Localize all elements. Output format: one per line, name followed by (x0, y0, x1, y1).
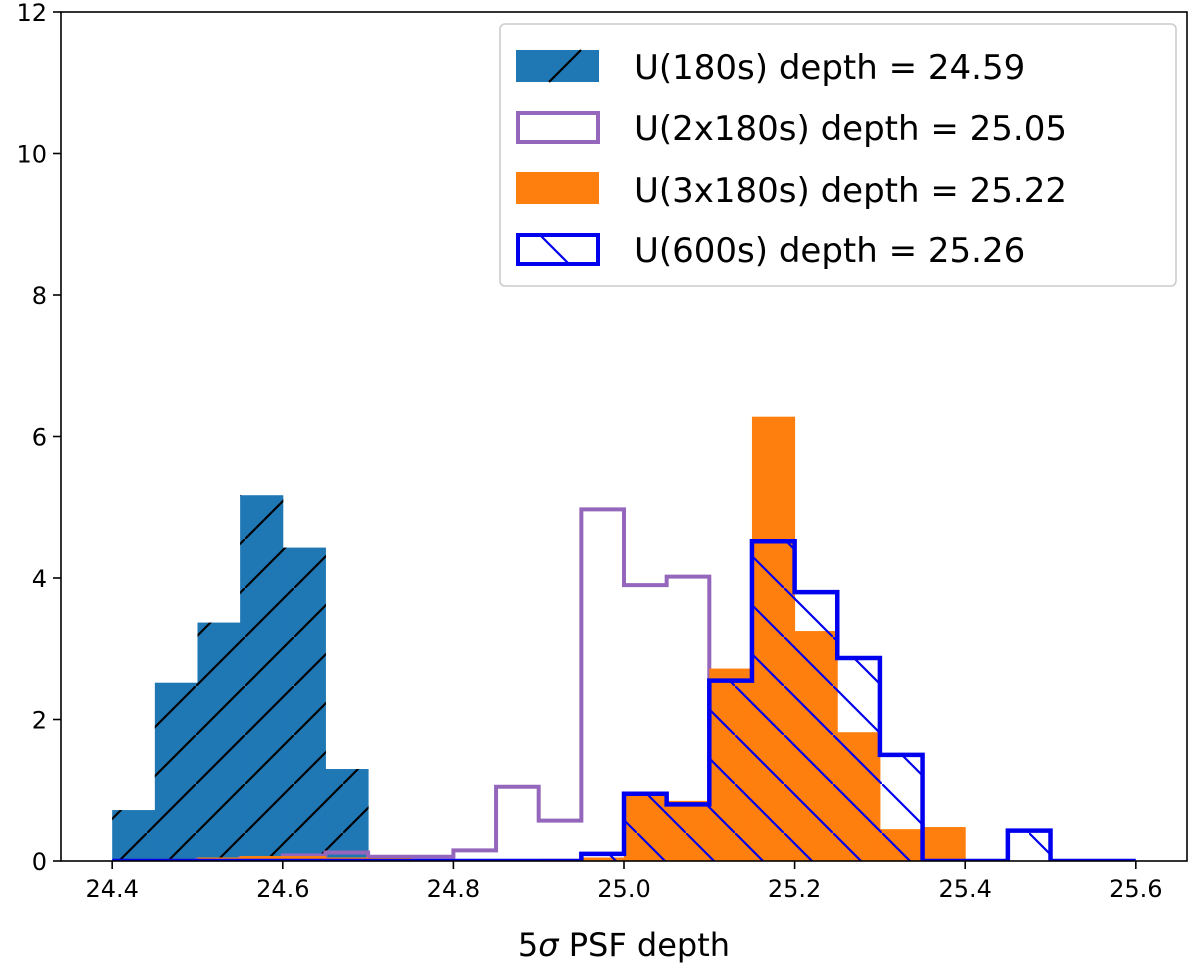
x-axis-title-prefix: 5 (518, 926, 538, 964)
series-3-hatch-bar (624, 793, 668, 861)
legend-entry-u600: U(600s) depth = 25.26 (516, 231, 1025, 271)
series-2-bar (240, 856, 284, 861)
series-3-hatch-bar (751, 541, 796, 861)
y-tick-label: 8 (32, 282, 47, 310)
legend: U(180s) depth = 24.59 U(2x180s) depth = … (499, 23, 1177, 287)
series-0-hatch-bar (282, 547, 326, 861)
x-axis-title-sigma: σ (538, 926, 560, 964)
legend-swatch-u600 (516, 233, 600, 266)
x-tick-label: 25.0 (597, 875, 650, 903)
x-tick-label: 25.4 (938, 875, 991, 903)
x-axis-title-suffix: PSF depth (559, 926, 731, 964)
legend-frame (499, 23, 1177, 287)
x-axis-title: 5σ PSF depth (518, 926, 730, 964)
legend-hatch-u600 (539, 234, 570, 265)
x-tick-label: 25.6 (1109, 875, 1162, 903)
series-3-hatch-bar (666, 804, 710, 861)
legend-swatch-u600-fill (518, 235, 598, 264)
x-tick-label: 24.4 (85, 875, 138, 903)
legend-swatch-u2x180 (516, 111, 600, 144)
y-tick-label: 6 (32, 424, 47, 452)
series-3-hatch-bar (879, 754, 924, 861)
series-2-bar (282, 856, 326, 861)
series-3-hatch-bar (794, 592, 838, 861)
x-tick-label: 24.6 (256, 875, 309, 903)
legend-entry-u3x180: U(3x180s) depth = 25.22 (516, 171, 1067, 211)
legend-entry-u180: U(180s) depth = 24.59 (516, 48, 1025, 88)
y-tick-label: 4 (32, 565, 47, 593)
series-3-hatch-bar (709, 680, 753, 861)
y-tick-label: 10 (16, 141, 47, 169)
y-axis: 0 2 4 6 8 10 12 (16, 0, 61, 876)
y-tick-label: 0 (32, 848, 47, 876)
x-tick-label: 24.8 (427, 875, 480, 903)
legend-label-u600: U(600s) depth = 25.26 (634, 231, 1025, 271)
legend-label-u2x180: U(2x180s) depth = 25.05 (634, 109, 1067, 149)
series-2-bar (922, 827, 966, 861)
plot-area (112, 416, 1136, 861)
legend-swatch-u3x180 (516, 172, 599, 204)
series-0-hatch-bar (325, 769, 369, 861)
legend-hatch-u180 (548, 49, 582, 83)
series-0-hatch-bar (197, 622, 241, 861)
series-0-hatch-bars (112, 495, 369, 861)
series-3-hatch-bar (837, 657, 881, 861)
series-0-hatch-bar (240, 495, 284, 861)
x-axis: 24.4 24.6 24.8 25.0 25.2 25.4 25.6 (85, 861, 1163, 903)
series-0-hatch-bar (112, 810, 156, 861)
legend-label-u3x180: U(3x180s) depth = 25.22 (634, 171, 1067, 211)
series-3-step (112, 538, 1136, 861)
legend-swatch-u180 (516, 50, 599, 82)
series-0-hatch-bar (154, 682, 198, 861)
legend-label-u180: U(180s) depth = 24.59 (634, 48, 1025, 88)
legend-entry-u2x180: U(2x180s) depth = 25.05 (516, 109, 1067, 149)
y-tick-label: 12 (16, 0, 47, 27)
series-3-hatch-bar (1007, 830, 1052, 861)
x-tick-label: 25.2 (768, 875, 821, 903)
y-tick-label: 2 (32, 707, 47, 735)
series-3-hatch-bars (581, 541, 1052, 861)
series-3-hatch-bar (581, 853, 625, 861)
